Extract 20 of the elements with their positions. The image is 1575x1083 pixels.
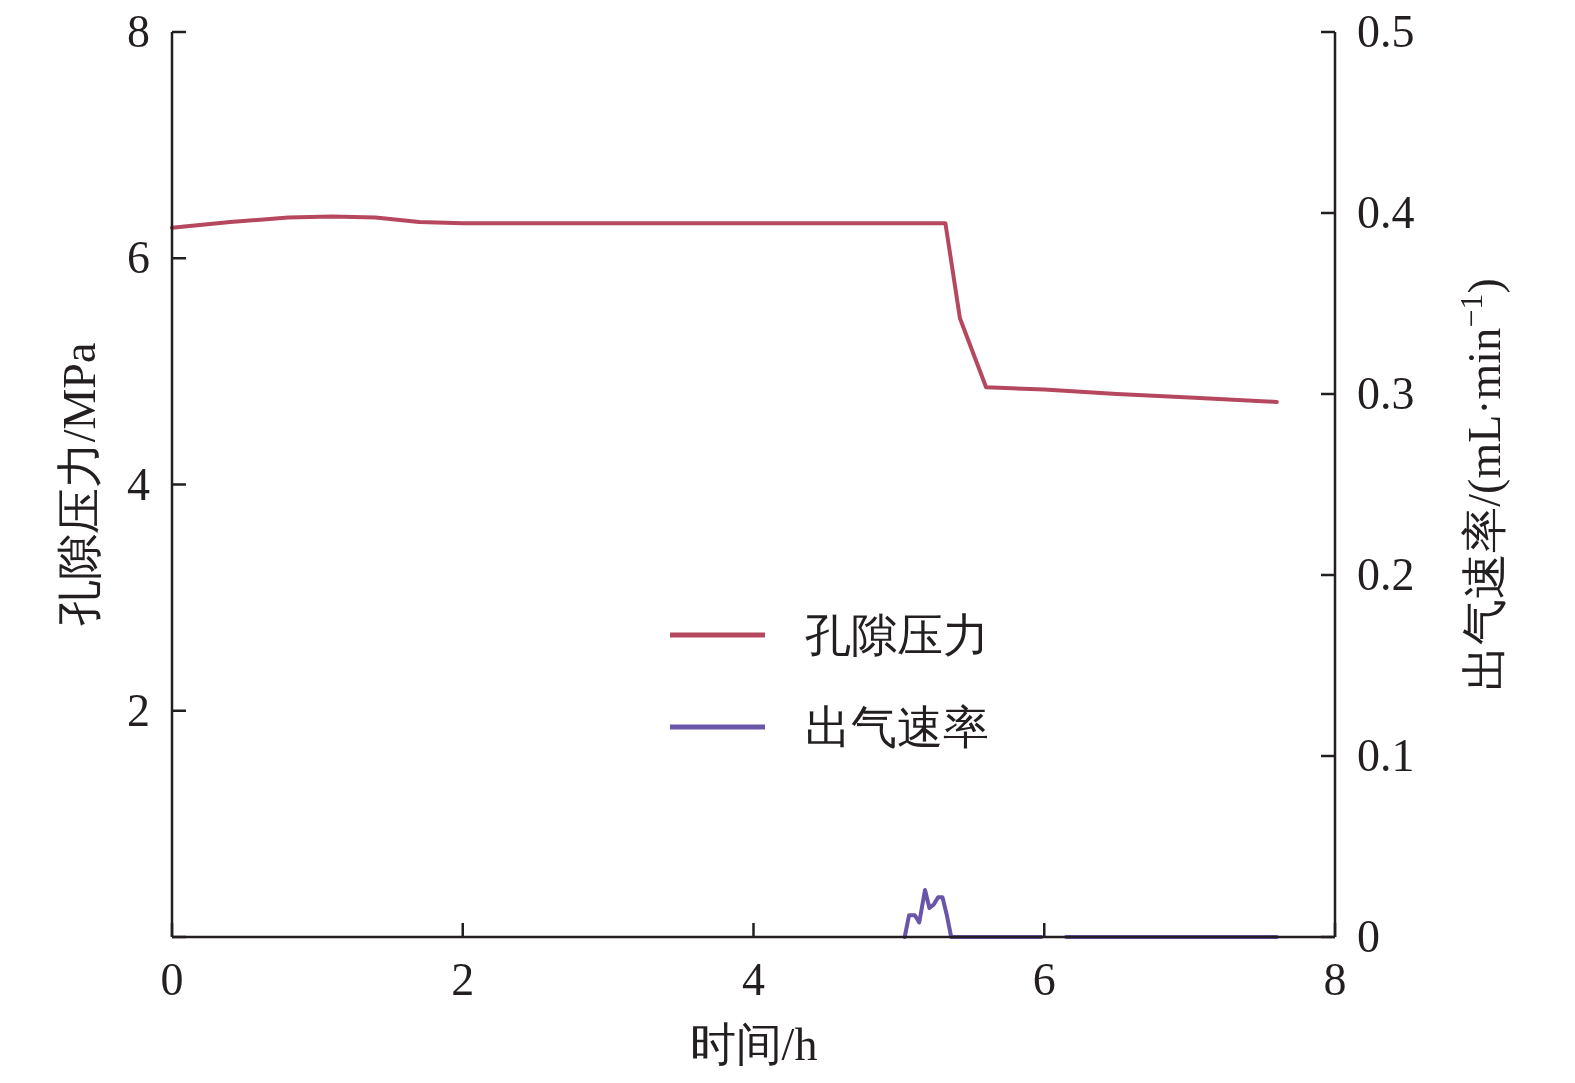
x-tick-label: 6 (1032, 954, 1056, 1005)
y2-tick-label: 0.3 (1357, 368, 1415, 419)
y2-tick-label: 0.5 (1357, 6, 1415, 57)
y-tick-label: 8 (127, 6, 150, 57)
y2-tick-label: 0.4 (1357, 187, 1415, 238)
x-tick-label: 4 (742, 954, 765, 1005)
x-tick-label: 8 (1323, 954, 1347, 1005)
x-axis-title: 时间/h (689, 1019, 818, 1070)
y-axis-title: 孔隙压力/MPa (54, 342, 105, 627)
line-series (170, 214, 1279, 404)
legend-label: 出气速率 (805, 702, 989, 753)
y2-tick-label: 0.1 (1357, 730, 1415, 781)
y2-tick-label: 0.2 (1357, 549, 1415, 600)
y2-tick-label: 0 (1357, 911, 1380, 962)
legend-label: 孔隙压力 (805, 610, 989, 661)
y-tick-label: 2 (127, 684, 150, 736)
x-tick-label: 2 (451, 954, 475, 1005)
y-tick-label: 4 (127, 458, 150, 510)
x-tick-label: 0 (160, 954, 184, 1005)
y-tick-label: 6 (127, 232, 150, 284)
